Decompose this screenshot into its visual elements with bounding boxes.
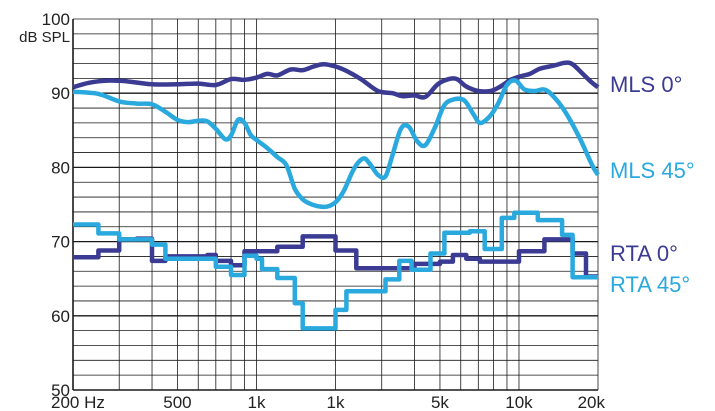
series-label-mls-45: MLS 45° [610, 158, 695, 183]
x-tick-label: 1k [247, 393, 265, 411]
x-tick-label: 500 [163, 393, 191, 411]
series-line-mls-45 [72, 78, 600, 210]
series-label-rta-45: RTA 45° [610, 272, 690, 297]
chart-labels: 100 90 80 70 60 50 dB SPL 200 Hz 500 1k 1k 5k 10k 20k… [19, 10, 695, 411]
y-tick-label: 50 [51, 381, 70, 400]
x-tick-label: 20k [578, 393, 606, 411]
x-tick-label: 10k [505, 393, 533, 411]
series-line-rta-45 [73, 210, 598, 331]
y-tick-label: 70 [51, 233, 70, 252]
series-line-mls-0 [72, 60, 600, 100]
y-tick-label: 90 [51, 84, 70, 103]
y-tick-label: 100 [42, 10, 70, 29]
series-layer [72, 60, 600, 331]
x-tick-label: 5k [431, 393, 449, 411]
chart-axes [72, 18, 599, 391]
x-tick-label: 1k [327, 393, 345, 411]
series-label-mls-0: MLS 0° [610, 72, 682, 97]
series-label-rta-0: RTA 0° [610, 241, 678, 266]
y-tick-label: 80 [51, 158, 70, 177]
y-tick-label: 60 [51, 307, 70, 326]
y-axis-label: dB SPL [19, 29, 70, 46]
x-tick-label: 200 Hz [51, 393, 105, 411]
